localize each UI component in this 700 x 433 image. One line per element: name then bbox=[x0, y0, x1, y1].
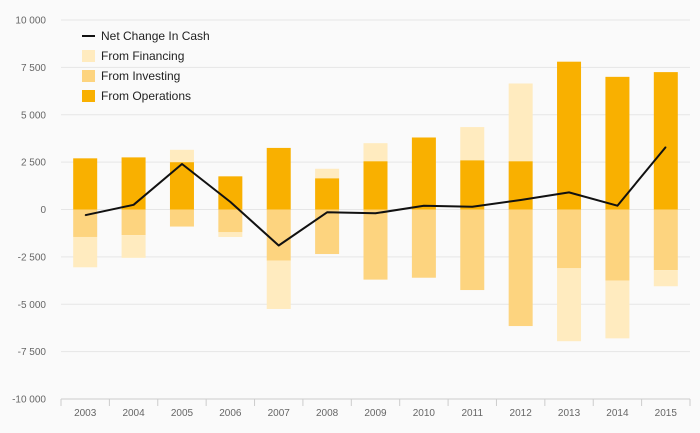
bar-from-investing-2009 bbox=[363, 209, 388, 280]
bar-from-investing-2006 bbox=[218, 209, 243, 233]
bar-from-financing-2006 bbox=[218, 232, 243, 237]
bar-from-operations-2009 bbox=[363, 161, 388, 210]
bar-from-operations-2014 bbox=[605, 76, 630, 210]
x-tick-label: 2014 bbox=[606, 408, 629, 419]
bar-from-investing-2013 bbox=[557, 209, 582, 269]
legend-label-from-operations: From Operations bbox=[101, 89, 191, 103]
x-tick-label: 2003 bbox=[74, 408, 97, 419]
point-net-change-in-cash-2012 bbox=[520, 199, 522, 201]
point-net-change-in-cash-2006 bbox=[229, 201, 231, 203]
y-tick-label: 2 500 bbox=[21, 158, 46, 169]
bar-from-investing-2004 bbox=[121, 209, 146, 236]
net-change-line-layer bbox=[84, 146, 667, 247]
bar-from-investing-2005 bbox=[169, 209, 194, 227]
bar-from-financing-2014 bbox=[605, 280, 630, 339]
point-net-change-in-cash-2003 bbox=[84, 214, 86, 216]
point-net-change-in-cash-2009 bbox=[375, 212, 376, 214]
bar-from-operations-2006 bbox=[218, 176, 243, 210]
point-net-change-in-cash-2004 bbox=[133, 204, 135, 206]
bar-from-operations-2013 bbox=[557, 61, 582, 210]
y-tick-label: 7 500 bbox=[21, 63, 46, 74]
bar-from-financing-2007 bbox=[266, 260, 291, 309]
point-net-change-in-cash-2014 bbox=[616, 205, 618, 207]
x-tick-label: 2006 bbox=[219, 408, 242, 419]
point-net-change-in-cash-2007 bbox=[278, 245, 280, 247]
x-tick-label: 2004 bbox=[122, 408, 145, 419]
point-net-change-in-cash-2008 bbox=[326, 211, 328, 213]
bar-from-operations-2015 bbox=[653, 72, 678, 210]
y-axis-ticks: 10 000 7 500 5 000 2 500 0 -2 500 -5 000 -7 500… bbox=[12, 16, 46, 406]
bar-from-operations-2012 bbox=[508, 161, 533, 210]
x-tick-label: 2008 bbox=[316, 408, 339, 419]
legend-swatch-from-investing bbox=[82, 70, 95, 82]
bar-from-investing-2008 bbox=[315, 209, 340, 255]
x-tick-label: 2015 bbox=[655, 408, 678, 419]
bar-from-financing-2005 bbox=[169, 149, 194, 163]
legend-label-from-financing: From Financing bbox=[101, 49, 184, 63]
y-tick-label: 5 000 bbox=[21, 110, 46, 121]
legend-swatch-from-financing bbox=[82, 50, 95, 62]
bar-from-financing-2009 bbox=[363, 143, 388, 162]
y-tick-label: -2 500 bbox=[18, 252, 47, 263]
y-tick-label: 0 bbox=[40, 205, 46, 216]
legend: Net Change In Cash From Financing From Inv… bbox=[82, 29, 210, 103]
bar-from-operations-2011 bbox=[460, 160, 485, 210]
legend-swatch-from-operations bbox=[82, 90, 95, 102]
x-tick-label: 2010 bbox=[413, 408, 436, 419]
x-tick-label: 2009 bbox=[364, 408, 387, 419]
point-net-change-in-cash-2010 bbox=[423, 205, 425, 207]
legend-label-net-change-in-cash: Net Change In Cash bbox=[101, 29, 210, 43]
bar-from-investing-2015 bbox=[653, 209, 678, 271]
bar-from-financing-2011 bbox=[460, 127, 485, 161]
legend-label-from-investing: From Investing bbox=[101, 69, 180, 83]
bar-from-operations-2004 bbox=[121, 157, 146, 210]
x-tick-label: 2005 bbox=[171, 408, 194, 419]
bar-from-investing-2007 bbox=[266, 209, 291, 261]
x-axis: 2003 2004 2005 2006 2007 2008 2009 2010 2011 2012… bbox=[60, 398, 691, 419]
x-tick-label: 2013 bbox=[558, 408, 581, 419]
y-tick-label: -5 000 bbox=[18, 300, 47, 311]
x-tick-label: 2007 bbox=[268, 408, 291, 419]
y-tick-label: -7 500 bbox=[18, 347, 47, 358]
bar-from-financing-2008 bbox=[315, 168, 340, 179]
y-tick-label: -10 000 bbox=[12, 395, 46, 406]
bars bbox=[73, 61, 678, 342]
point-net-change-in-cash-2013 bbox=[568, 191, 570, 193]
bar-from-financing-2013 bbox=[557, 268, 582, 342]
bar-from-investing-2012 bbox=[508, 209, 533, 327]
bar-from-financing-2003 bbox=[73, 236, 98, 268]
bar-from-financing-2004 bbox=[121, 235, 146, 258]
point-net-change-in-cash-2015 bbox=[665, 146, 667, 148]
x-tick-label: 2011 bbox=[462, 408, 484, 419]
bar-from-operations-2005 bbox=[169, 162, 194, 210]
bar-from-financing-2015 bbox=[653, 270, 678, 287]
x-tick-label: 2012 bbox=[510, 408, 533, 419]
point-net-change-in-cash-2005 bbox=[181, 163, 183, 165]
y-tick-label: 10 000 bbox=[15, 16, 46, 27]
bar-from-operations-2008 bbox=[315, 178, 340, 210]
point-net-change-in-cash-2011 bbox=[471, 206, 473, 208]
bar-from-investing-2010 bbox=[411, 209, 436, 278]
bar-from-operations-2003 bbox=[73, 158, 98, 210]
bar-from-investing-2011 bbox=[460, 209, 485, 291]
bar-from-financing-2012 bbox=[508, 83, 533, 162]
bar-from-operations-2010 bbox=[411, 137, 436, 210]
bar-from-operations-2007 bbox=[266, 147, 291, 210]
bar-from-investing-2014 bbox=[605, 209, 630, 281]
